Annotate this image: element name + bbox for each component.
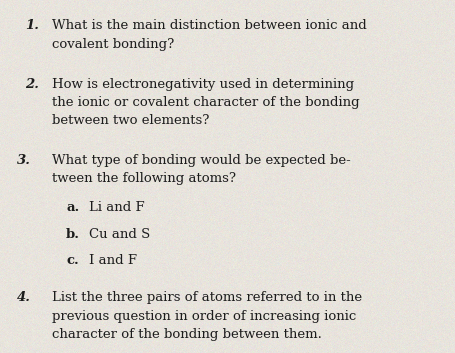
Text: 3.: 3. bbox=[17, 154, 31, 167]
Text: previous question in order of increasing ionic: previous question in order of increasing… bbox=[52, 310, 356, 323]
Text: What is the main distinction between ionic and: What is the main distinction between ion… bbox=[52, 19, 366, 32]
Text: How is electronegativity used in determining: How is electronegativity used in determi… bbox=[52, 78, 354, 91]
Text: 1.: 1. bbox=[25, 19, 39, 32]
Text: List the three pairs of atoms referred to in the: List the three pairs of atoms referred t… bbox=[52, 291, 362, 304]
Text: the ionic or covalent character of the bonding: the ionic or covalent character of the b… bbox=[52, 96, 359, 109]
Text: tween the following atoms?: tween the following atoms? bbox=[52, 172, 236, 185]
Text: between two elements?: between two elements? bbox=[52, 114, 209, 127]
Text: I and F: I and F bbox=[89, 254, 136, 267]
Text: Li and F: Li and F bbox=[89, 201, 144, 214]
Text: What type of bonding would be expected be-: What type of bonding would be expected b… bbox=[52, 154, 350, 167]
Text: character of the bonding between them.: character of the bonding between them. bbox=[52, 328, 322, 341]
Text: b.: b. bbox=[66, 228, 80, 241]
Text: covalent bonding?: covalent bonding? bbox=[52, 38, 174, 51]
Text: Cu and S: Cu and S bbox=[89, 228, 150, 241]
Text: c.: c. bbox=[66, 254, 79, 267]
Text: a.: a. bbox=[66, 201, 79, 214]
Text: 4.: 4. bbox=[17, 291, 31, 304]
Text: 2.: 2. bbox=[25, 78, 39, 91]
